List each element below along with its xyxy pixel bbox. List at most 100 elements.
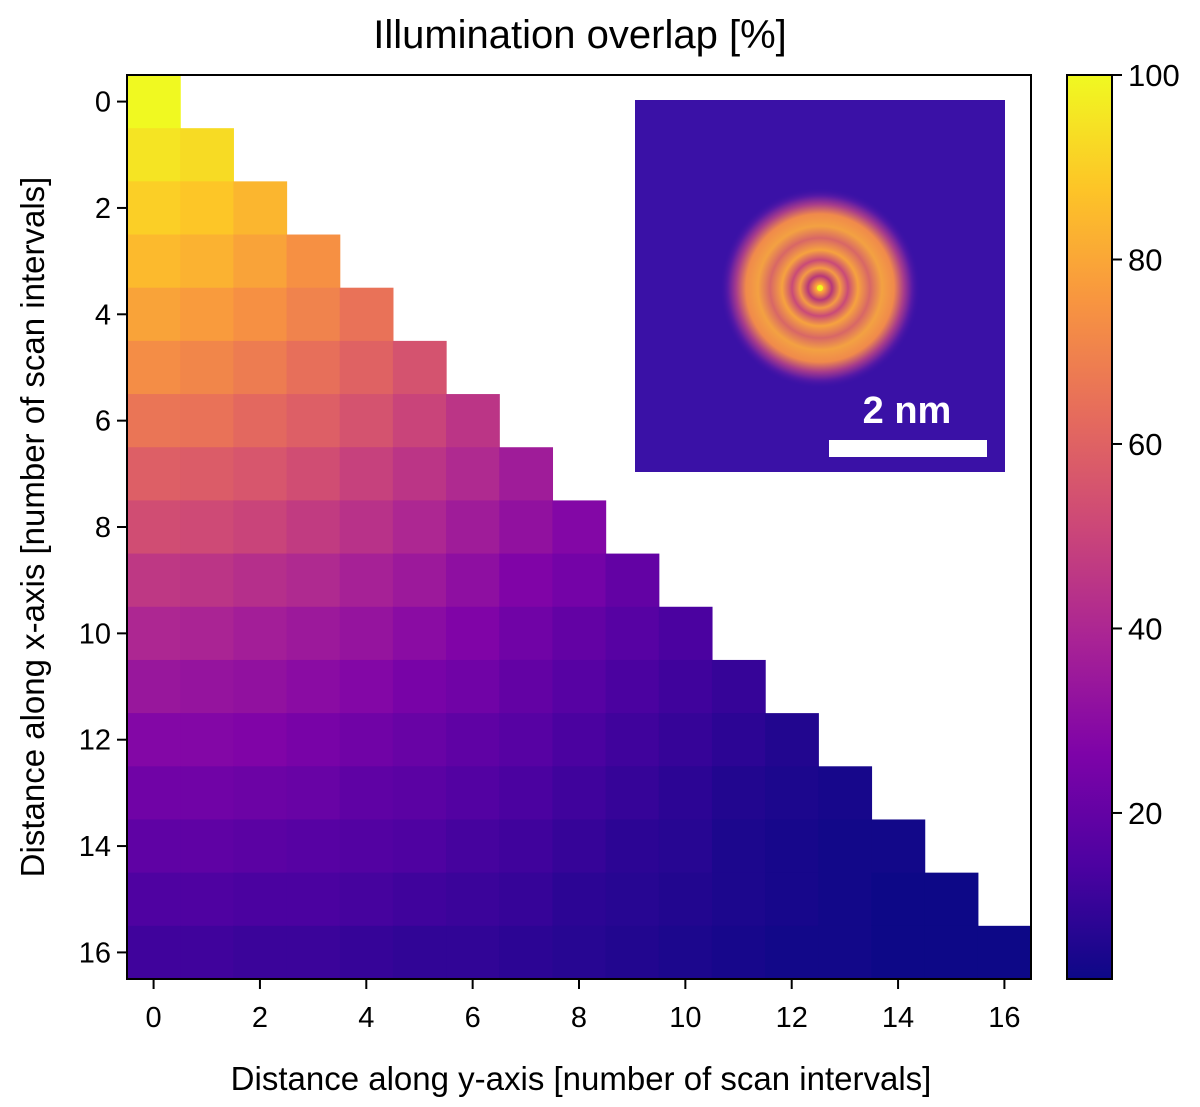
x-axis-ticks: 0 2 4 6 8 10 12 14 16 [146, 979, 1021, 1034]
heatmap-cell [286, 766, 341, 821]
heatmap-cell [286, 234, 341, 289]
heatmap-cell [871, 925, 926, 980]
heatmap-cell [180, 872, 234, 927]
heatmap-cell [233, 394, 288, 448]
colorbar-tick-label: 100 [1128, 58, 1180, 93]
heatmap-cell [499, 447, 554, 502]
heatmap-cell [605, 659, 660, 714]
heatmap-cell [818, 872, 873, 927]
heatmap-cell [924, 872, 979, 927]
heatmap-cell [605, 606, 660, 661]
heatmap-cell [552, 872, 607, 927]
heatmap-cell [552, 553, 607, 608]
heatmap-cell [552, 766, 607, 821]
heatmap-cell [286, 447, 341, 502]
heatmap-cell [552, 500, 607, 555]
heatmap-cell [392, 606, 447, 661]
heatmap-cell [871, 872, 926, 927]
heatmap-cell [180, 128, 234, 182]
heatmap-cell [339, 447, 394, 502]
y-tick-label: 2 [95, 193, 111, 225]
heatmap-cell [233, 553, 288, 608]
heatmap-cell [233, 181, 288, 236]
x-tick-label: 14 [882, 1002, 914, 1034]
heatmap-cell [658, 713, 713, 767]
heatmap-cell [127, 553, 181, 608]
y-tick-label: 14 [79, 831, 111, 863]
heatmap-cell [446, 872, 500, 927]
heatmap-cell [286, 394, 341, 448]
x-tick-label: 4 [358, 1002, 374, 1034]
colorbar-ticks: 20 40 60 80 100 [1112, 58, 1180, 831]
heatmap-cell [180, 553, 234, 608]
heatmap-cell [711, 925, 766, 980]
heatmap-cell [180, 340, 234, 395]
x-tick-label: 0 [146, 1002, 162, 1034]
heatmap-cell [339, 340, 394, 395]
heatmap-cell [127, 287, 181, 342]
heatmap-cell [392, 766, 447, 821]
heatmap-cell [499, 766, 554, 821]
inset-probe-image: 2 nm [635, 100, 1005, 472]
heatmap-cell [446, 925, 500, 980]
heatmap-cell [180, 500, 234, 555]
heatmap-cell [127, 500, 181, 555]
heatmap-cell [127, 766, 181, 821]
heatmap-cell [127, 659, 181, 714]
heatmap-cell [499, 819, 554, 874]
heatmap-cell [658, 659, 713, 714]
heatmap-cell [180, 447, 234, 502]
heatmap-cell [552, 659, 607, 714]
y-tick-label: 16 [79, 937, 111, 969]
heatmap-cell [339, 606, 394, 661]
heatmap-cell [605, 872, 660, 927]
x-tick-label: 8 [571, 1002, 587, 1034]
heatmap-cell [127, 819, 181, 874]
heatmap-cell [286, 713, 341, 767]
scalebar-label: 2 nm [863, 390, 952, 432]
heatmap-cell [711, 766, 766, 821]
heatmap-cell [392, 394, 447, 448]
heatmap-cell [233, 234, 288, 289]
heatmap-cell [446, 713, 500, 767]
heatmap-cell [339, 659, 394, 714]
heatmap-cell [127, 234, 181, 289]
x-tick-label: 2 [252, 1002, 268, 1034]
colorbar-tick-label: 60 [1128, 427, 1162, 462]
heatmap-cell [127, 75, 181, 129]
heatmap-cell [286, 819, 341, 874]
heatmap-cell [233, 872, 288, 927]
heatmap-cells [127, 75, 1032, 980]
heatmap-cell [180, 766, 234, 821]
heatmap-cell [180, 287, 234, 342]
heatmap-cell [233, 925, 288, 980]
heatmap-cell [658, 925, 713, 980]
heatmap-cell [127, 925, 181, 980]
heatmap-cell [233, 447, 288, 502]
heatmap-cell [286, 287, 341, 342]
heatmap-cell [605, 553, 660, 608]
colorbar-gradient [1066, 74, 1113, 980]
colorbar-tick-label: 80 [1128, 242, 1162, 277]
colorbar-tick-label: 40 [1128, 611, 1162, 646]
heatmap-cell [658, 766, 713, 821]
heatmap-cell [552, 819, 607, 874]
heatmap-cell [552, 606, 607, 661]
heatmap-cell [286, 925, 341, 980]
chart-title: Illumination overlap [%] [373, 13, 787, 57]
heatmap-cell [392, 500, 447, 555]
heatmap-cell [446, 500, 500, 555]
heatmap-cell [339, 394, 394, 448]
heatmap-cell [233, 287, 288, 342]
heatmap-cell [499, 659, 554, 714]
heatmap-cell [552, 925, 607, 980]
heatmap-cell [339, 925, 394, 980]
heatmap-cell [392, 925, 447, 980]
heatmap-cell [339, 500, 394, 555]
heatmap-cell [127, 340, 181, 395]
heatmap-cell [392, 659, 447, 714]
heatmap-cell [446, 819, 500, 874]
heatmap-cell [605, 766, 660, 821]
heatmap-cell [499, 872, 554, 927]
heatmap-cell [711, 713, 766, 767]
